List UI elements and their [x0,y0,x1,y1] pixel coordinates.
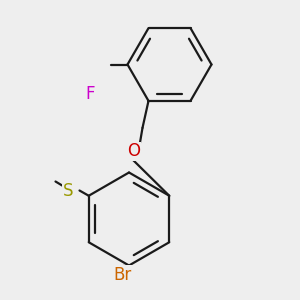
Text: O: O [127,142,140,160]
Text: S: S [63,182,74,200]
Text: Br: Br [114,266,132,284]
Text: F: F [85,85,94,103]
